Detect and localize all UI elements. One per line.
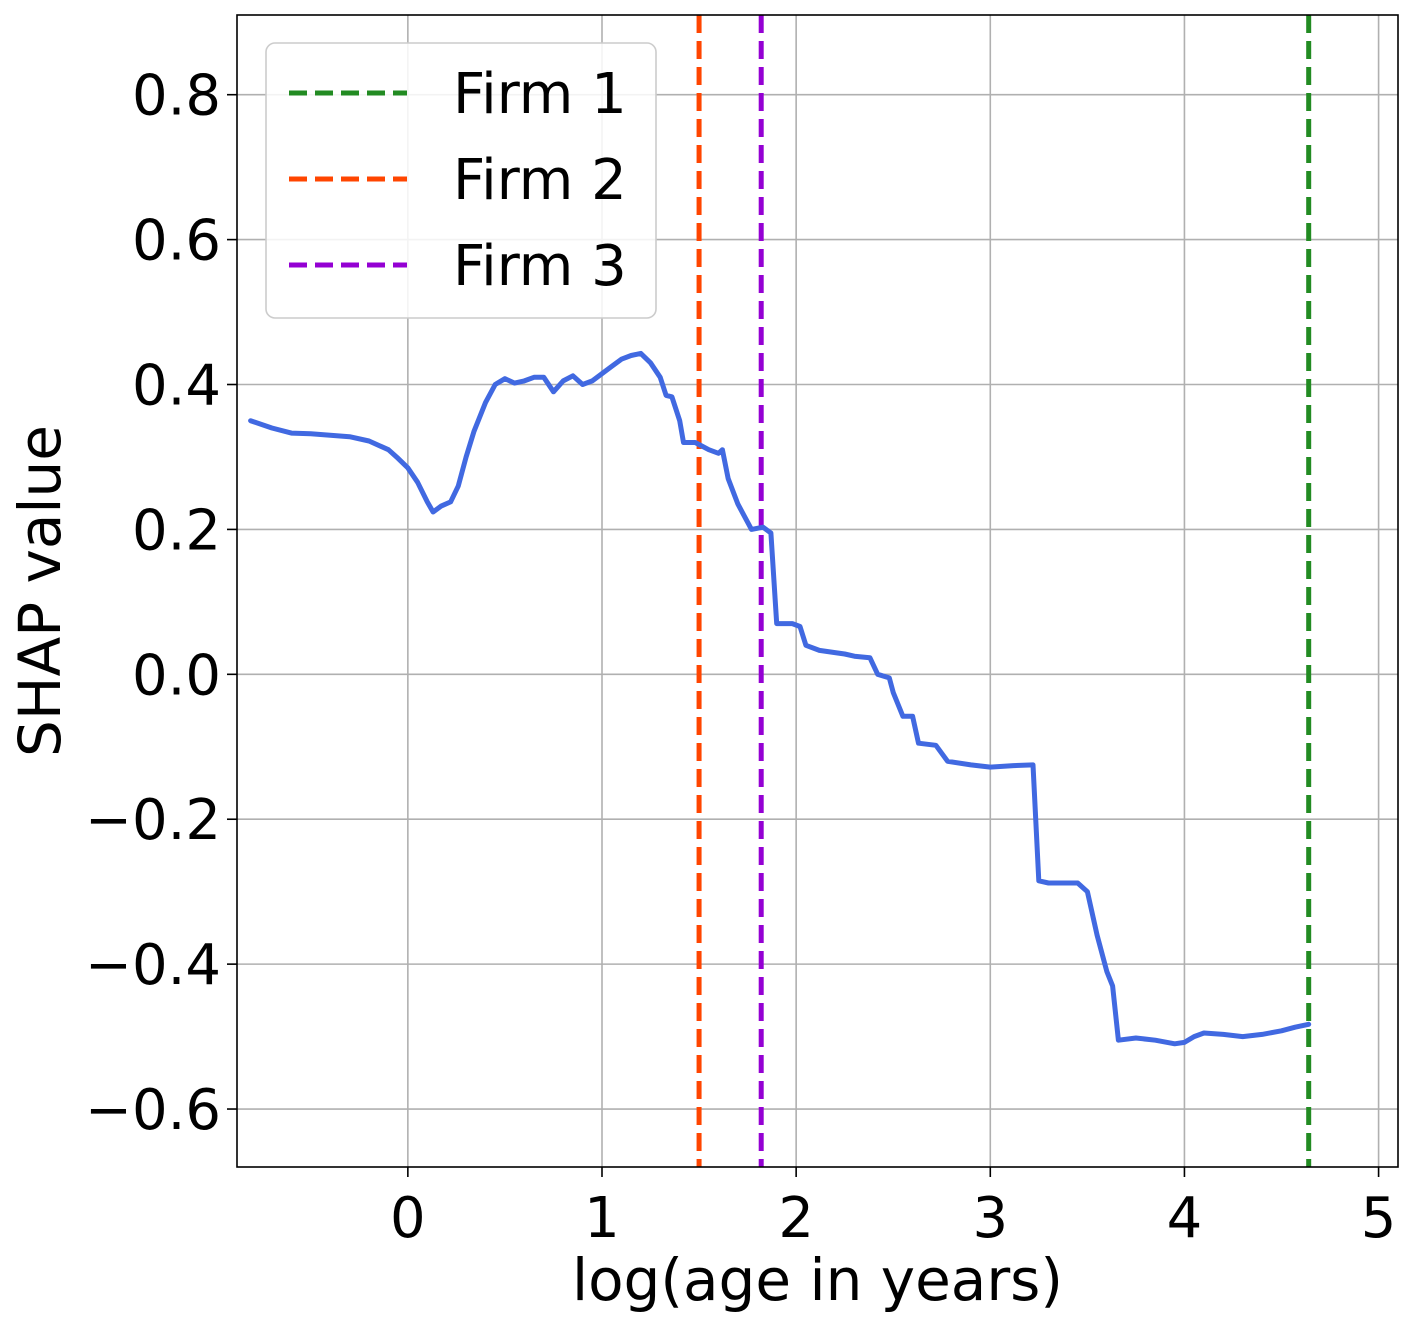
y-tick-label: 0.4: [132, 354, 221, 419]
x-tick-label: 5: [1361, 1186, 1397, 1251]
legend-label: Firm 2: [453, 148, 627, 213]
x-axis-ticks: 0 1 2 3 4 5: [390, 1167, 1396, 1251]
y-tick-label: −0.4: [85, 933, 221, 998]
y-tick-label: 0.0: [132, 643, 221, 708]
y-axis-ticks: −0.6 −0.4 −0.2 0.0 0.2 0.4 0.6 0.8: [85, 64, 237, 1143]
series-line-0: [248, 350, 1312, 1047]
y-axis-label: SHAP value: [6, 425, 74, 757]
x-tick-label: 1: [584, 1186, 620, 1251]
legend: Firm 1 Firm 2 Firm 3: [265, 42, 657, 319]
plot-frame: [236, 14, 1399, 1168]
x-tick-label: 3: [972, 1186, 1008, 1251]
x-tick-label: 0: [390, 1186, 426, 1251]
legend-label: Firm 1: [453, 62, 627, 127]
legend-label: Firm 3: [453, 234, 627, 299]
shap-series: [248, 350, 1312, 1047]
grid: [237, 15, 1398, 1167]
x-tick-label: 4: [1167, 1186, 1203, 1251]
y-tick-label: 0.2: [132, 498, 221, 563]
y-tick-label: 0.8: [132, 64, 221, 129]
x-axis-label: log(age in years): [572, 1246, 1063, 1314]
y-tick-label: −0.2: [85, 788, 221, 853]
y-tick-label: −0.6: [85, 1078, 221, 1143]
y-tick-label: 0.6: [132, 209, 221, 274]
x-tick-label: 2: [778, 1186, 814, 1251]
firm-marker-lines: [696, 15, 1312, 1167]
legend-frame: [265, 42, 657, 319]
